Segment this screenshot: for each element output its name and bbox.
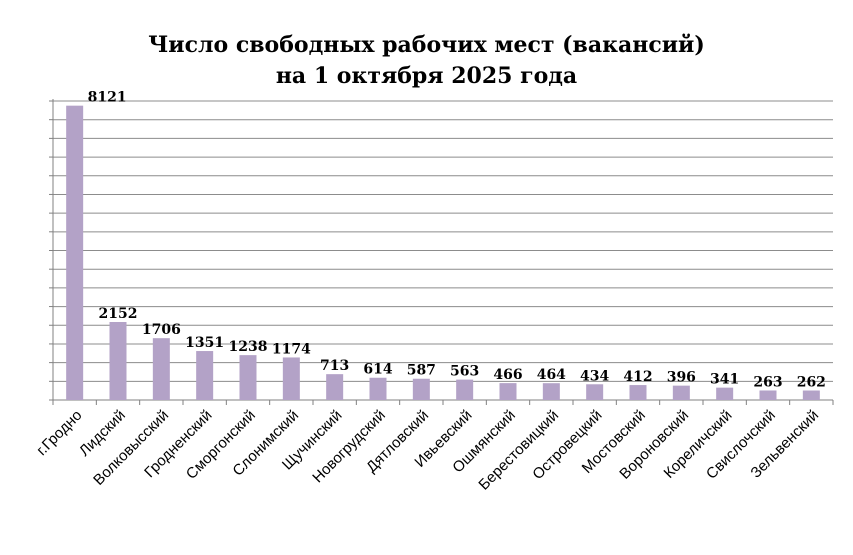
data-label: 2152	[99, 306, 138, 322]
data-label: 341	[710, 372, 739, 388]
bar	[759, 390, 777, 400]
bar	[629, 385, 647, 400]
data-label: 396	[667, 370, 696, 386]
bar	[802, 390, 820, 400]
bar	[716, 387, 734, 400]
bar	[542, 383, 560, 400]
chart-title-line2: на 1 октября 2025 года	[275, 63, 578, 89]
bar	[152, 338, 170, 400]
data-label: 464	[537, 367, 566, 383]
data-label: 466	[493, 367, 522, 383]
data-label: 1238	[229, 339, 268, 355]
bar	[412, 378, 430, 400]
data-label: 713	[320, 358, 349, 374]
bar	[239, 355, 257, 400]
bar	[369, 377, 387, 400]
bar	[282, 357, 300, 400]
bar	[326, 374, 344, 400]
bar	[586, 384, 604, 400]
bar	[66, 105, 84, 401]
bar	[109, 322, 127, 400]
data-label: 1351	[185, 335, 224, 351]
data-label: 563	[450, 364, 479, 380]
chart-title-line1: Число свободных рабочих мест (вакансий)	[148, 32, 705, 58]
data-label: 614	[363, 362, 392, 378]
category-label: Волковысский	[90, 407, 172, 489]
bar	[672, 385, 690, 400]
data-label: 587	[407, 363, 436, 379]
data-label: 434	[580, 368, 609, 384]
category-label: г.Гродно	[33, 407, 85, 459]
data-label: 1174	[272, 341, 311, 357]
chart-title: Число свободных рабочих мест (вакансий) …	[0, 30, 853, 92]
bar	[196, 351, 214, 400]
bar	[499, 383, 517, 400]
data-label: 8121	[88, 90, 127, 106]
data-label: 412	[623, 369, 652, 385]
data-label: 262	[797, 375, 826, 391]
data-label: 1706	[142, 322, 181, 338]
bar	[456, 379, 474, 400]
data-label: 263	[753, 374, 782, 390]
